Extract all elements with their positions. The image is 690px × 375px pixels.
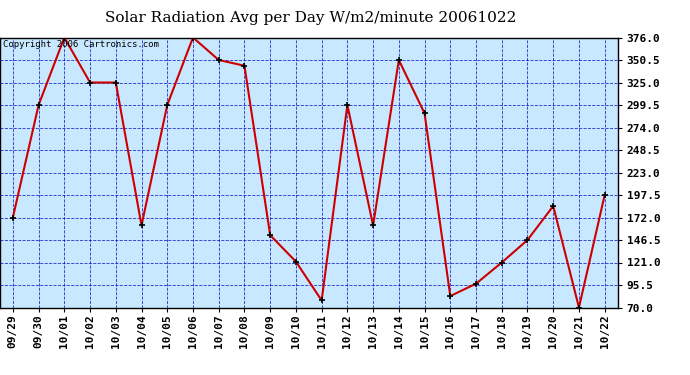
- Text: Solar Radiation Avg per Day W/m2/minute 20061022: Solar Radiation Avg per Day W/m2/minute …: [105, 11, 516, 25]
- Text: Copyright 2006 Cartronics.com: Copyright 2006 Cartronics.com: [3, 40, 159, 49]
